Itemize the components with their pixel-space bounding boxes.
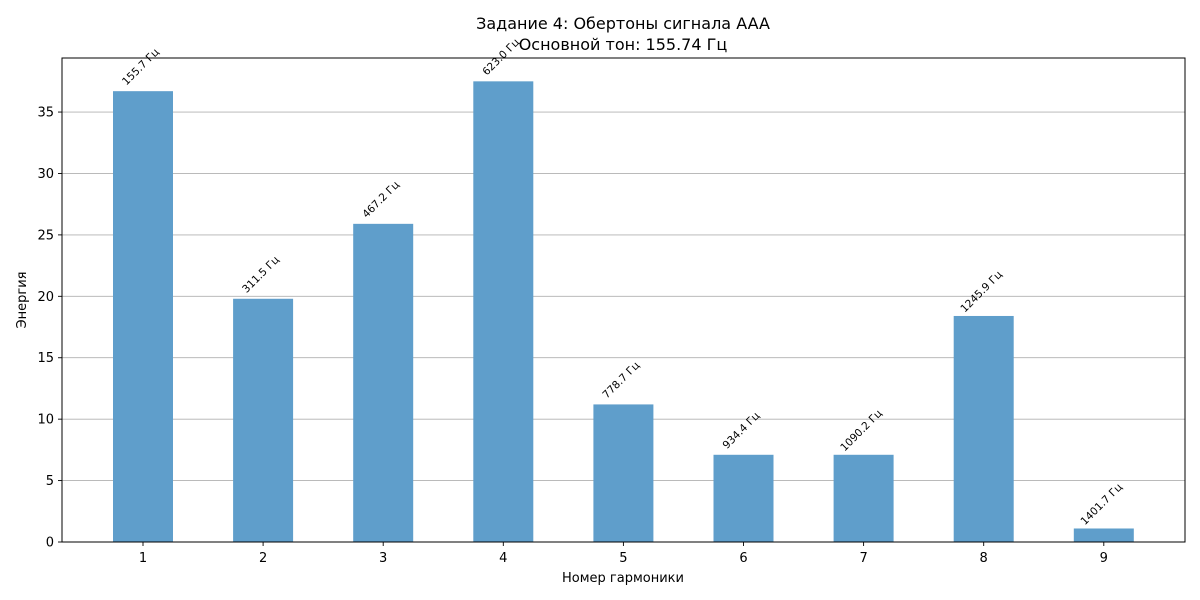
bars: [113, 81, 1134, 543]
y-tick-label: 0: [46, 536, 54, 551]
y-tick-label: 25: [37, 228, 54, 243]
bar-harmonic-5: [593, 404, 654, 542]
chart-subtitle: Основной тон: 155.74 Гц: [519, 35, 728, 54]
bar-harmonic-1: [113, 91, 173, 542]
y-tick-label: 5: [46, 474, 54, 489]
x-tick-label: 2: [259, 551, 267, 566]
x-tick-label: 3: [379, 551, 387, 566]
bar-harmonic-3: [353, 223, 414, 542]
x-axis-label: Номер гармоники: [562, 571, 684, 586]
x-tick-label: 9: [1100, 551, 1108, 566]
y-tick-label: 10: [37, 413, 54, 428]
x-tick-label: 4: [499, 551, 507, 566]
x-axis-ticks: 1 2 3 4 5 6 7 8 9: [139, 542, 1108, 566]
y-tick-label: 30: [37, 167, 54, 182]
x-tick-label: 8: [980, 551, 988, 566]
chart-title: Задание 4: Обертоны сигнала AAA: [476, 14, 770, 33]
x-tick-label: 1: [139, 551, 147, 566]
x-tick-label: 7: [859, 551, 867, 566]
x-tick-label: 6: [739, 551, 747, 566]
y-axis-label: Энергия: [15, 272, 30, 329]
bar-harmonic-2: [233, 298, 294, 542]
y-axis-ticks: 0 5 10 15 20 25 30 35: [37, 106, 62, 551]
y-tick-label: 15: [37, 351, 54, 366]
x-tick-label: 5: [619, 551, 627, 566]
bar-harmonic-9: [1073, 528, 1134, 542]
bar-harmonic-7: [833, 454, 894, 542]
bar-harmonic-8: [953, 315, 1014, 542]
bar-harmonic-4: [473, 81, 534, 543]
bar-harmonic-6: [713, 454, 774, 542]
y-tick-label: 35: [37, 106, 54, 121]
y-tick-label: 20: [37, 290, 54, 305]
